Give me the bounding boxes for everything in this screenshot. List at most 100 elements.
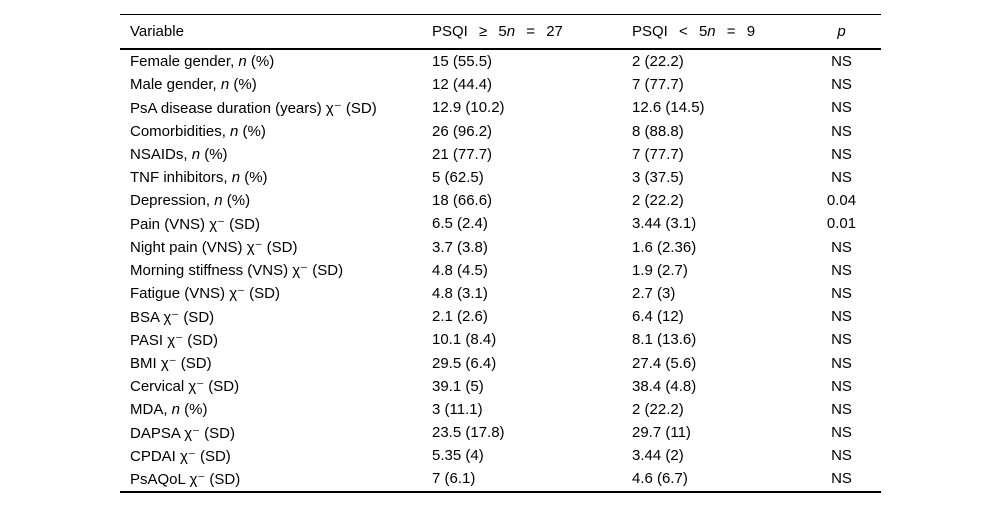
cell-group1-value: 3 (11.1) <box>432 400 483 418</box>
cell-group1-value: 6.5 (2.4) <box>432 215 488 233</box>
cell-p-value: NS <box>831 284 852 302</box>
cell-group1-value: 4.8 (4.5) <box>432 261 488 279</box>
cell-group1-value: 5 (62.5) <box>432 169 484 187</box>
table-row: CPDAI χ⁻ (SD) 5.35 (4) 3.44 (2) NS <box>120 444 881 467</box>
cell-p-value: NS <box>831 145 852 163</box>
cell-group2-value: 29.7 (11) <box>632 424 691 442</box>
header-group1-psqi-ge5: PSQI ≥ 5n = 27 <box>432 23 563 40</box>
cell-group1-value: 39.1 (5) <box>432 377 484 395</box>
cell-group2-value: 27.4 (5.6) <box>632 354 697 372</box>
cell-variable: PsAQoL χ⁻ (SD) <box>130 470 241 488</box>
cell-group1-value: 7 (6.1) <box>432 470 476 488</box>
cell-group2-value: 3.44 (3.1) <box>632 215 697 233</box>
cell-group2-value: 2 (22.2) <box>632 192 684 210</box>
cell-group2-value: 8 (88.8) <box>632 122 684 140</box>
cell-group1-value: 29.5 (6.4) <box>432 354 497 372</box>
cell-p-value: NS <box>831 424 852 442</box>
cell-group1-value: 10.1 (8.4) <box>432 331 497 349</box>
cell-variable: Morning stiffness (VNS) χ⁻ (SD) <box>130 262 344 280</box>
cell-group1-value: 12.9 (10.2) <box>432 99 505 117</box>
table-row: DAPSA χ⁻ (SD) 23.5 (17.8) 29.7 (11) NS <box>120 421 881 444</box>
cell-variable: NSAIDs, n (%) <box>130 145 228 163</box>
cell-group2-value: 8.1 (13.6) <box>632 331 697 349</box>
cell-p-value: NS <box>831 53 852 71</box>
table-row: PASI χ⁻ (SD) 10.1 (8.4) 8.1 (13.6) NS <box>120 328 881 351</box>
table-row: BSA χ⁻ (SD) 2.1 (2.6) 6.4 (12) NS <box>120 305 881 328</box>
cell-variable: Fatigue (VNS) χ⁻ (SD) <box>130 285 280 303</box>
cell-p-value: NS <box>831 377 852 395</box>
cell-variable: MDA, n (%) <box>130 400 208 418</box>
cell-p-value: NS <box>831 331 852 349</box>
cell-group2-value: 1.9 (2.7) <box>632 261 688 279</box>
table-row: Morning stiffness (VNS) χ⁻ (SD) 4.8 (4.5)… <box>120 259 881 282</box>
cell-group1-value: 18 (66.6) <box>432 192 493 210</box>
cell-group2-value: 3.44 (2) <box>632 447 684 465</box>
cell-p-value: 0.01 <box>826 215 857 233</box>
table-row: TNF inhibitors, n (%) 5 (62.5) 3 (37.5) NS <box>120 166 881 189</box>
cell-group2-value: 7 (77.7) <box>632 145 684 163</box>
cell-p-value: NS <box>831 447 852 465</box>
cell-group1-value: 4.8 (3.1) <box>432 284 488 302</box>
cell-group1-value: 12 (44.4) <box>432 76 493 94</box>
cell-variable: Male gender, n (%) <box>130 76 257 94</box>
table-row: Comorbidities, n (%) 26 (96.2) 8 (88.8) NS <box>120 120 881 143</box>
cell-group2-value: 38.4 (4.8) <box>632 377 697 395</box>
cell-group1-value: 2.1 (2.6) <box>432 308 488 326</box>
cell-group1-value: 3.7 (3.8) <box>432 238 488 256</box>
cell-p-value: NS <box>831 400 852 418</box>
cell-p-value: NS <box>831 99 852 117</box>
header-p-value: p <box>837 23 846 40</box>
table-row: Night pain (VNS) χ⁻ (SD) 3.7 (3.8) 1.6 (2.… <box>120 236 881 259</box>
cell-group1-value: 15 (55.5) <box>432 53 493 71</box>
cell-variable: PsA disease duration (years) χ⁻ (SD) <box>130 99 377 117</box>
cell-variable: TNF inhibitors, n (%) <box>130 169 268 187</box>
cell-variable: Female gender, n (%) <box>130 53 275 71</box>
table-row: BMI χ⁻ (SD) 29.5 (6.4) 27.4 (5.6) NS <box>120 351 881 374</box>
cell-p-value: NS <box>831 122 852 140</box>
cell-group2-value: 3 (37.5) <box>632 169 684 187</box>
cell-variable: DAPSA χ⁻ (SD) <box>130 424 235 442</box>
cell-p-value: NS <box>831 76 852 94</box>
cell-variable: Cervical χ⁻ (SD) <box>130 378 240 396</box>
cell-variable: Pain (VNS) χ⁻ (SD) <box>130 215 260 233</box>
cell-p-value: NS <box>831 308 852 326</box>
cell-group1-value: 23.5 (17.8) <box>432 424 505 442</box>
cell-group1-value: 5.35 (4) <box>432 447 484 465</box>
table-row: NSAIDs, n (%) 21 (77.7) 7 (77.7) NS <box>120 143 881 166</box>
cell-variable: Comorbidities, n (%) <box>130 122 266 140</box>
cell-group2-value: 7 (77.7) <box>632 76 684 94</box>
cell-variable: Night pain (VNS) χ⁻ (SD) <box>130 239 298 257</box>
cell-p-value: NS <box>831 238 852 256</box>
table-row: Cervical χ⁻ (SD) 39.1 (5) 38.4 (4.8) NS <box>120 375 881 398</box>
cell-p-value: NS <box>831 354 852 372</box>
table-row: Depression, n (%) 18 (66.6) 2 (22.2) 0.04 <box>120 189 881 212</box>
cell-p-value: NS <box>831 169 852 187</box>
cell-p-value: 0.04 <box>826 192 857 210</box>
cell-group2-value: 2 (22.2) <box>632 400 684 418</box>
cell-p-value: NS <box>831 470 852 488</box>
header-group2-psqi-lt5: PSQI < 5n = 9 <box>632 23 756 40</box>
table-body: Female gender, n (%) 15 (55.5) 2 (22.2) NS M… <box>120 50 881 491</box>
cell-variable: Depression, n (%) <box>130 192 251 210</box>
cell-variable: BSA χ⁻ (SD) <box>130 308 215 326</box>
comparison-table: Variable PSQI ≥ 5n = 27 PSQI < 5n = 9 p … <box>120 14 881 493</box>
cell-group2-value: 1.6 (2.36) <box>632 238 697 256</box>
table-row: PsAQoL χ⁻ (SD) 7 (6.1) 4.6 (6.7) NS <box>120 467 881 490</box>
table-row: PsA disease duration (years) χ⁻ (SD) 12.9… <box>120 96 881 119</box>
table-row: Pain (VNS) χ⁻ (SD) 6.5 (2.4) 3.44 (3.1) 0.0… <box>120 212 881 235</box>
table-header-row: Variable PSQI ≥ 5n = 27 PSQI < 5n = 9 p <box>120 15 881 50</box>
cell-group1-value: 21 (77.7) <box>432 145 493 163</box>
cell-variable: CPDAI χ⁻ (SD) <box>130 447 231 465</box>
table-row: Female gender, n (%) 15 (55.5) 2 (22.2) NS <box>120 50 881 73</box>
cell-variable: PASI χ⁻ (SD) <box>130 331 219 349</box>
cell-group2-value: 2.7 (3) <box>632 284 676 302</box>
table-row: Male gender, n (%) 12 (44.4) 7 (77.7) NS <box>120 73 881 96</box>
header-variable: Variable <box>130 23 184 40</box>
cell-p-value: NS <box>831 261 852 279</box>
cell-group2-value: 6.4 (12) <box>632 308 684 326</box>
cell-group2-value: 12.6 (14.5) <box>632 99 705 117</box>
cell-group1-value: 26 (96.2) <box>432 122 493 140</box>
table-row: Fatigue (VNS) χ⁻ (SD) 4.8 (3.1) 2.7 (3) NS <box>120 282 881 305</box>
cell-variable: BMI χ⁻ (SD) <box>130 355 212 373</box>
table-row: MDA, n (%) 3 (11.1) 2 (22.2) NS <box>120 398 881 421</box>
